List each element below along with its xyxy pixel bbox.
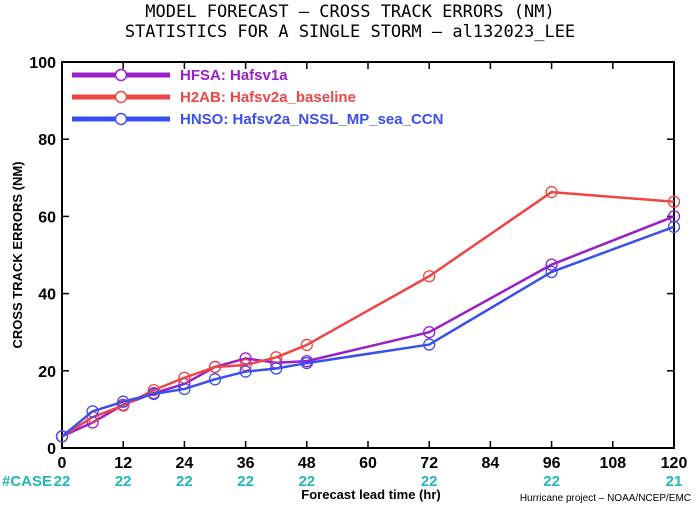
data-point: [667, 195, 681, 208]
data-point: [86, 405, 99, 418]
case-count: 22: [421, 473, 438, 490]
data-point: [147, 387, 160, 401]
case-count: 21: [666, 473, 683, 490]
y-tick-label: 60: [38, 209, 56, 226]
x-tick-label: 108: [599, 455, 626, 472]
case-count: 22: [54, 473, 71, 490]
y-tick-label: 40: [38, 287, 56, 304]
series-3: [55, 220, 681, 443]
x-axis-label: Forecast lead time (hr): [301, 487, 440, 502]
legend-item: H2AB: Hafsv2a_baseline: [72, 89, 356, 106]
x-tick-label: 120: [661, 455, 688, 472]
credit-text: Hurricane project – NOAA/NCEP/EMC: [520, 493, 691, 504]
legend-item: HFSA: Hafsv1a: [72, 67, 288, 84]
legend-marker: [114, 68, 128, 82]
legend-marker: [114, 90, 128, 104]
case-count: 22: [298, 473, 315, 490]
y-axis-label: CROSS TRACK ERRORS (NM): [10, 161, 25, 348]
chart-title: MODEL FORECAST – CROSS TRACK ERRORS (NM): [145, 2, 554, 22]
data-point: [300, 338, 313, 352]
case-count: 22: [543, 473, 560, 490]
data-point: [423, 326, 436, 339]
chart-subtitle: STATISTICS FOR A SINGLE STORM – al132023…: [125, 22, 575, 42]
x-tick-label: 24: [176, 455, 194, 472]
data-point: [147, 383, 160, 397]
x-tick-label: 36: [237, 455, 255, 472]
case-count: 22: [115, 473, 132, 490]
legend-marker: [114, 112, 128, 126]
y-tick-label: 0: [47, 441, 56, 458]
case-label: #CASE: [2, 473, 52, 490]
x-tick-label: 72: [420, 455, 438, 472]
data-point: [545, 265, 558, 279]
case-count: 22: [176, 473, 193, 490]
data-point: [545, 185, 558, 199]
data-point: [117, 399, 130, 412]
legend: HFSA: Hafsv1a H2AB: Hafsv2a_baseline HNSO:…: [72, 67, 443, 128]
legend-item: HNSO: Hafsv2a_NSSL_MP_sea_CCN: [72, 111, 443, 128]
legend-label: H2AB: Hafsv2a_baseline: [180, 89, 356, 106]
data-point: [545, 258, 558, 271]
legend-label: HFSA: Hafsv1a: [180, 67, 288, 84]
data-point: [208, 373, 222, 386]
data-point: [270, 362, 283, 375]
data-point: [239, 365, 252, 378]
data-point: [667, 220, 681, 233]
y-tick-label: 80: [38, 132, 56, 149]
series-1: [55, 210, 681, 443]
x-tick-label: 84: [482, 455, 500, 472]
x-tick-label: 12: [114, 455, 132, 472]
data-point: [423, 270, 436, 283]
data-point: [117, 395, 130, 408]
legend-label: HNSO: Hafsv2a_NSSL_MP_sea_CCN: [180, 111, 443, 128]
series-2: [55, 185, 681, 443]
series-line: [61, 215, 675, 438]
case-count: 22: [237, 473, 254, 490]
data-point: [423, 338, 436, 351]
x-tick-label: 60: [359, 455, 377, 472]
data-point: [300, 356, 313, 370]
series-lines: [55, 185, 681, 443]
x-tick-label: 0: [58, 455, 67, 472]
data-point: [55, 430, 69, 443]
x-tick-label: 48: [298, 455, 316, 472]
x-tick-label: 96: [543, 455, 561, 472]
data-point: [208, 360, 222, 374]
case-counts: 22 22 22 22 22 22 22 21: [54, 473, 683, 490]
series-line: [61, 225, 675, 438]
y-tick-label: 100: [29, 55, 56, 72]
data-point: [178, 382, 191, 396]
y-tick-label: 20: [38, 364, 56, 381]
